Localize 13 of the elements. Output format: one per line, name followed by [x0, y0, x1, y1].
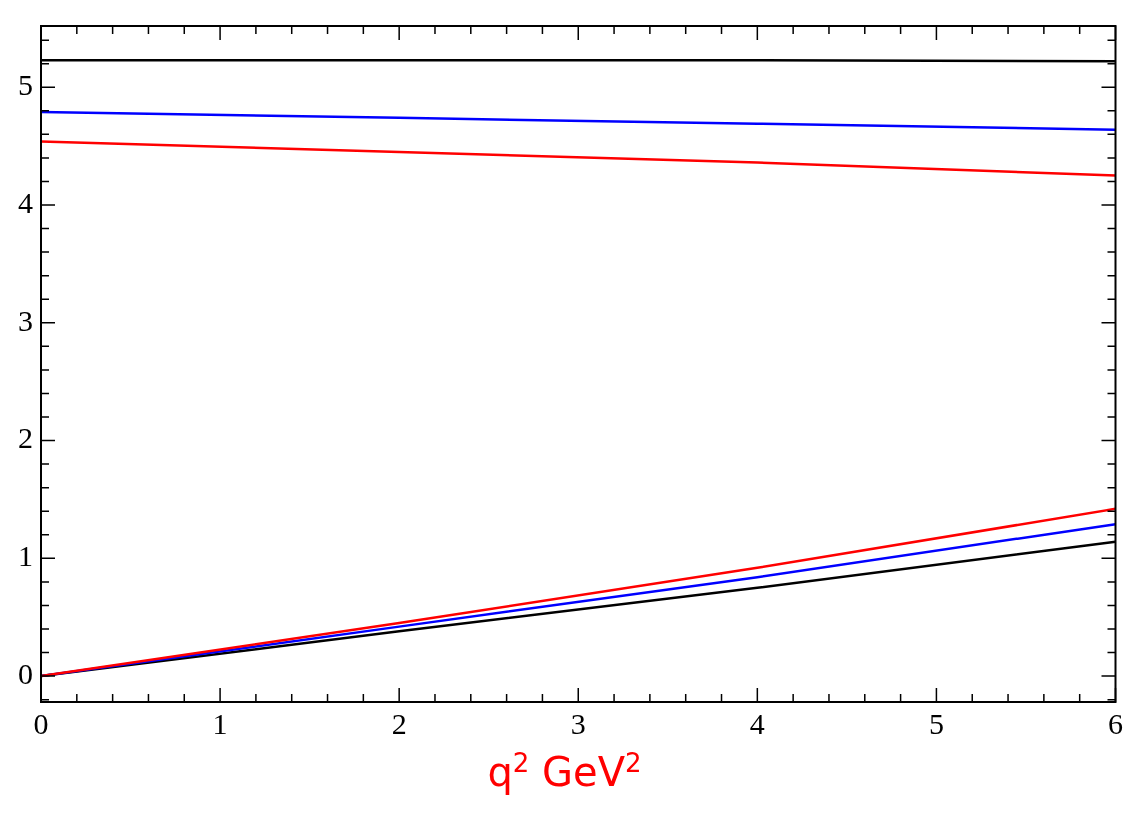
x-tick-label: 2	[391, 706, 407, 740]
y-tick-label: 1	[18, 539, 33, 573]
y-tick-label: 2	[18, 421, 33, 455]
y-tick-label: 0	[18, 656, 33, 690]
x-axis-title: q$^{2}$ GeV$^{2}$	[486, 748, 643, 796]
y-tick-label: 5	[18, 68, 33, 102]
x-tick-label: 6	[1108, 706, 1123, 740]
x-tick-label: 5	[928, 706, 944, 740]
y-tick-label: 3	[18, 303, 33, 337]
x-tick-label: 4	[749, 706, 765, 740]
x-tick-label: 1	[212, 706, 228, 740]
x-tick-label: 3	[570, 706, 586, 740]
y-tick-label: 4	[18, 185, 33, 219]
